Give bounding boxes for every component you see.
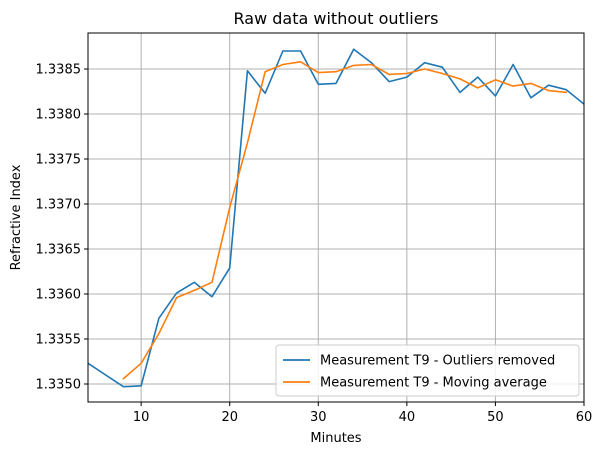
series-line-1 [88,48,584,388]
y-axis-label: Refractive Index [9,164,24,270]
y-tick-label: 1.3360 [36,288,82,303]
legend-label-1: Measurement T9 - Outliers removed [320,354,555,369]
x-tick-label: 60 [576,410,593,425]
x-tick-label: 20 [221,410,238,425]
x-tick-label: 40 [399,410,416,425]
y-tick-label: 1.3375 [36,153,82,168]
chart-title: Raw data without outliers [234,9,439,28]
y-tick-label: 1.3385 [36,63,82,78]
legend: Measurement T9 - Outliers removed Measure… [275,344,580,397]
x-axis-label: Minutes [310,431,361,446]
x-tick-label: 30 [310,410,327,425]
x-tick-label: 10 [133,410,150,425]
plot-frame [87,32,585,403]
y-tick-label: 1.3355 [36,333,82,348]
y-tick-label: 1.3380 [36,108,82,123]
series-line-2 [122,60,568,380]
y-tick-label: 1.3365 [36,243,82,258]
legend-box [275,344,580,397]
plot-layer [88,48,584,388]
x-tick-label: 50 [487,410,504,425]
y-tick-label: 1.3370 [36,198,82,213]
y-tick-label: 1.3350 [36,378,82,393]
legend-label-2: Measurement T9 - Moving average [320,376,547,391]
grid-layer [88,33,585,402]
axis-layer: 10 20 30 40 50 60 1.3350 1.3355 1.3360 1.3365 1.33… [36,63,593,426]
